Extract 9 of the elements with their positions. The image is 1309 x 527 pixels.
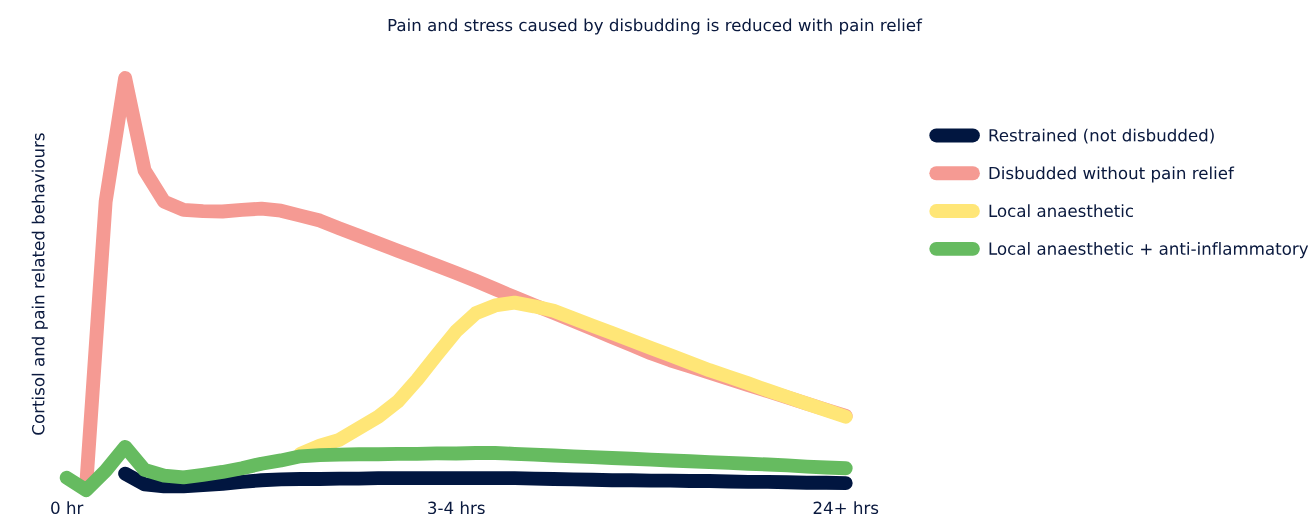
- y-axis-title: Cortisol and pain related behaviours: [31, 133, 48, 435]
- legend-label: Local anaesthetic + anti-inflammatory: [989, 242, 1309, 259]
- legend-label: Restrained (not disbudded): [989, 128, 1214, 144]
- legend-label: Disbudded without pain relief: [989, 166, 1235, 183]
- chart-title: Pain and stress caused by disbudding is reduced with pain relief: [388, 18, 923, 35]
- x-tick-label: 3-4 hrs: [428, 501, 485, 515]
- x-tick-label: 24+ hrs: [813, 501, 879, 515]
- legend-label: Local anaesthetic: [989, 204, 1134, 218]
- x-tick-label: 0 hr: [51, 501, 84, 515]
